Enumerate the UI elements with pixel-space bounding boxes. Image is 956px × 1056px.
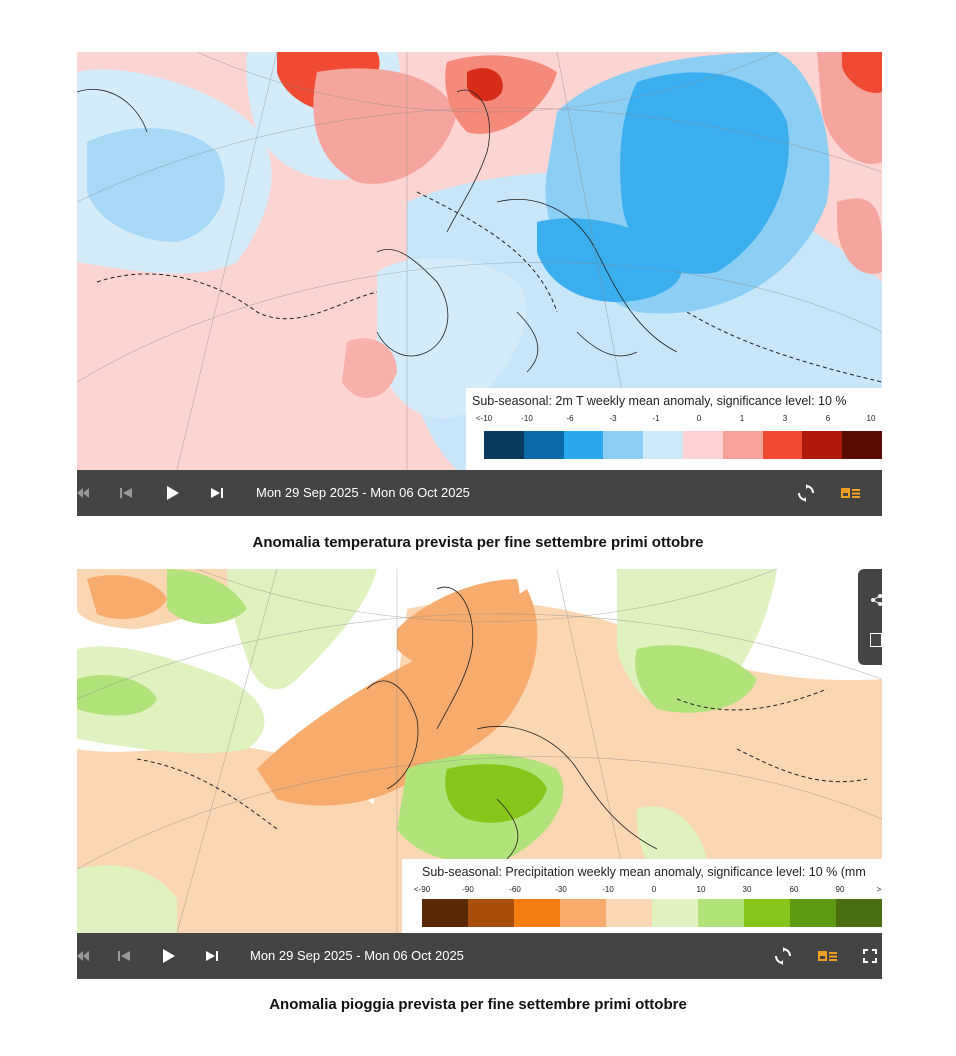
skip-back-icon[interactable] (77, 933, 89, 979)
color-swatch (643, 431, 683, 459)
legend-tick: -60 (509, 885, 521, 894)
color-swatch (698, 899, 744, 927)
legend-tick: 60 (789, 885, 799, 894)
legend-tick: -10 (602, 885, 614, 894)
temperature-anomaly-map[interactable] (77, 52, 882, 470)
color-swatch (606, 899, 652, 927)
legend-tick: -3 (609, 414, 617, 423)
step-forward-icon[interactable] (204, 933, 220, 979)
legend-tick: 10 (696, 885, 706, 894)
legend-tick: 6 (825, 414, 831, 423)
date-range-label: Mon 29 Sep 2025 - Mon 06 Oct 2025 (256, 485, 470, 500)
legend-tick: -90 (462, 885, 474, 894)
color-swatch (563, 431, 604, 459)
play-icon[interactable] (161, 933, 177, 979)
legend-tick: 0 (651, 885, 657, 894)
color-swatch (790, 899, 836, 927)
share-icon[interactable] (870, 593, 882, 606)
temperature-color-scale (484, 431, 882, 459)
legend-tick: > (876, 885, 882, 894)
precipitation-player-toolbar: Mon 29 Sep 2025 - Mon 06 Oct 2025 (77, 933, 882, 979)
legend-tick: 3 (782, 414, 788, 423)
precipitation-map-panel: Sub-seasonal: Precipitation weekly mean … (77, 569, 882, 979)
share-side-tab[interactable] (858, 569, 882, 665)
legend-tick: 1 (739, 414, 745, 423)
step-back-icon[interactable] (117, 933, 131, 979)
color-swatch (842, 431, 882, 459)
date-range-label: Mon 29 Sep 2025 - Mon 06 Oct 2025 (250, 948, 464, 963)
precipitation-caption: Anomalia pioggia prevista per fine sette… (269, 996, 687, 1013)
legend-tick: 10 (866, 414, 876, 423)
export-icon[interactable] (870, 633, 882, 647)
color-swatch (722, 431, 763, 459)
legend-toggle-icon[interactable] (817, 933, 839, 979)
temperature-player-toolbar: Mon 29 Sep 2025 - Mon 06 Oct 2025 (77, 470, 882, 516)
fullscreen-icon[interactable] (862, 933, 878, 979)
color-swatch (560, 899, 606, 927)
legend-tick: -1 (652, 414, 660, 423)
legend-tick: 30 (742, 885, 752, 894)
color-swatch (484, 431, 524, 459)
refresh-icon[interactable] (772, 933, 794, 979)
play-icon[interactable] (165, 470, 181, 516)
precipitation-legend: Sub-seasonal: Precipitation weekly mean … (402, 859, 882, 933)
precipitation-color-scale (422, 899, 882, 927)
temperature-legend: Sub-seasonal: 2m T weekly mean anomaly, … (466, 388, 882, 470)
color-swatch (468, 899, 514, 927)
refresh-icon[interactable] (795, 470, 817, 516)
temperature-legend-title: Sub-seasonal: 2m T weekly mean anomaly, … (472, 394, 847, 408)
color-swatch (422, 899, 468, 927)
legend-tick: 0 (696, 414, 702, 423)
step-back-icon[interactable] (119, 470, 133, 516)
temperature-map-panel: Sub-seasonal: 2m T weekly mean anomaly, … (77, 52, 882, 516)
legend-tick: -6 (566, 414, 574, 423)
color-swatch (744, 899, 790, 927)
color-swatch (762, 431, 803, 459)
color-swatch (682, 431, 723, 459)
color-swatch (603, 431, 644, 459)
legend-tick: -10 (521, 414, 533, 423)
color-swatch (836, 899, 882, 927)
color-swatch (802, 431, 843, 459)
precipitation-legend-ticks: <-90 -90 -60 -30 -10 0 10 30 60 90 > (414, 885, 882, 897)
temperature-legend-ticks: <-10 -10 -6 -3 -1 0 1 3 6 10 (476, 414, 882, 426)
skip-back-icon[interactable] (77, 470, 89, 516)
precipitation-legend-title: Sub-seasonal: Precipitation weekly mean … (422, 865, 866, 879)
color-swatch (652, 899, 698, 927)
color-swatch (514, 899, 560, 927)
legend-tick: -30 (555, 885, 567, 894)
temperature-caption: Anomalia temperatura prevista per fine s… (252, 534, 704, 551)
legend-toggle-icon[interactable] (840, 470, 862, 516)
legend-tick: <-90 (413, 885, 431, 894)
color-swatch (523, 431, 564, 459)
step-forward-icon[interactable] (209, 470, 225, 516)
legend-tick: <-10 (475, 414, 493, 423)
legend-tick: 90 (835, 885, 845, 894)
